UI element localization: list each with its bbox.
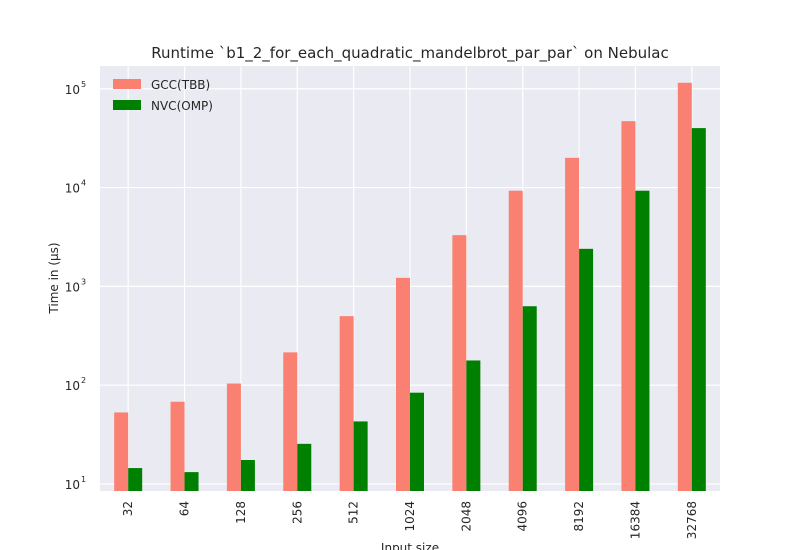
chart-title: Runtime `b1_2_for_each_quadratic_mandelb… — [151, 44, 668, 63]
bar-gcc-4096 — [508, 190, 523, 491]
bar-gcc-256 — [283, 352, 298, 491]
bar-nvc-8192 — [579, 248, 594, 491]
bar-gcc-2048 — [452, 235, 467, 491]
x-axis-label: Input size — [381, 541, 439, 550]
y-tick-base: 10 — [65, 83, 80, 97]
bar-nvc-512 — [353, 421, 368, 491]
bar-gcc-32 — [114, 412, 129, 491]
bar-nvc-2048 — [466, 360, 481, 491]
bars — [114, 82, 706, 492]
y-tick-label: 10 4 — [65, 179, 86, 196]
y-tick-exponent: 5 — [81, 80, 86, 89]
x-tick-label: 32 — [121, 501, 135, 516]
x-tick-label: 512 — [347, 501, 361, 524]
x-tick-label: 2048 — [459, 501, 473, 532]
y-tick-label: 10 3 — [65, 277, 86, 294]
legend-swatch-nvc — [113, 100, 141, 110]
x-ticks: 32 64 128 256 512 1024 2048 4096 8192 16384 32768 — [121, 501, 699, 539]
bar-nvc-4096 — [522, 306, 537, 491]
y-tick-exponent: 2 — [81, 376, 86, 385]
x-tick-label: 256 — [290, 501, 304, 524]
bar-gcc-64 — [170, 401, 185, 491]
x-tick-label: 8192 — [572, 501, 586, 532]
y-tick-label: 10 5 — [65, 80, 86, 97]
x-tick-label: 128 — [234, 501, 248, 524]
bar-nvc-32 — [128, 468, 143, 491]
bar-gcc-8192 — [565, 157, 580, 491]
legend: GCC(TBB) NVC(OMP) — [113, 78, 213, 113]
bar-nvc-256 — [297, 443, 312, 491]
bar-nvc-32768 — [691, 128, 706, 492]
y-tick-base: 10 — [65, 478, 80, 492]
bar-gcc-16384 — [621, 121, 636, 492]
x-tick-label: 16384 — [628, 501, 642, 539]
y-tick-base: 10 — [65, 280, 80, 294]
y-tick-base: 10 — [65, 379, 80, 393]
bar-nvc-64 — [184, 472, 199, 491]
bar-nvc-16384 — [635, 190, 650, 491]
legend-swatch-gcc — [113, 79, 141, 89]
y-tick-exponent: 4 — [81, 179, 86, 188]
y-tick-exponent: 1 — [81, 475, 86, 484]
x-tick-label: 32768 — [685, 501, 699, 539]
x-tick-label: 1024 — [403, 501, 417, 532]
legend-label-nvc: NVC(OMP) — [151, 99, 213, 113]
legend-label-gcc: GCC(TBB) — [151, 78, 210, 92]
bar-gcc-1024 — [396, 277, 410, 491]
y-tick-label: 10 1 — [65, 475, 86, 492]
y-axis-label: Time in (µs) — [47, 242, 61, 314]
x-tick-label: 64 — [178, 501, 192, 516]
bar-nvc-128 — [240, 460, 255, 491]
bar-gcc-512 — [339, 316, 354, 491]
y-tick-label: 10 2 — [65, 376, 86, 393]
bar-gcc-32768 — [677, 82, 692, 491]
x-tick-label: 4096 — [516, 501, 530, 532]
y-tick-base: 10 — [65, 182, 80, 196]
bar-gcc-128 — [226, 383, 241, 491]
bar-nvc-1024 — [410, 392, 424, 491]
y-tick-exponent: 3 — [81, 277, 86, 286]
